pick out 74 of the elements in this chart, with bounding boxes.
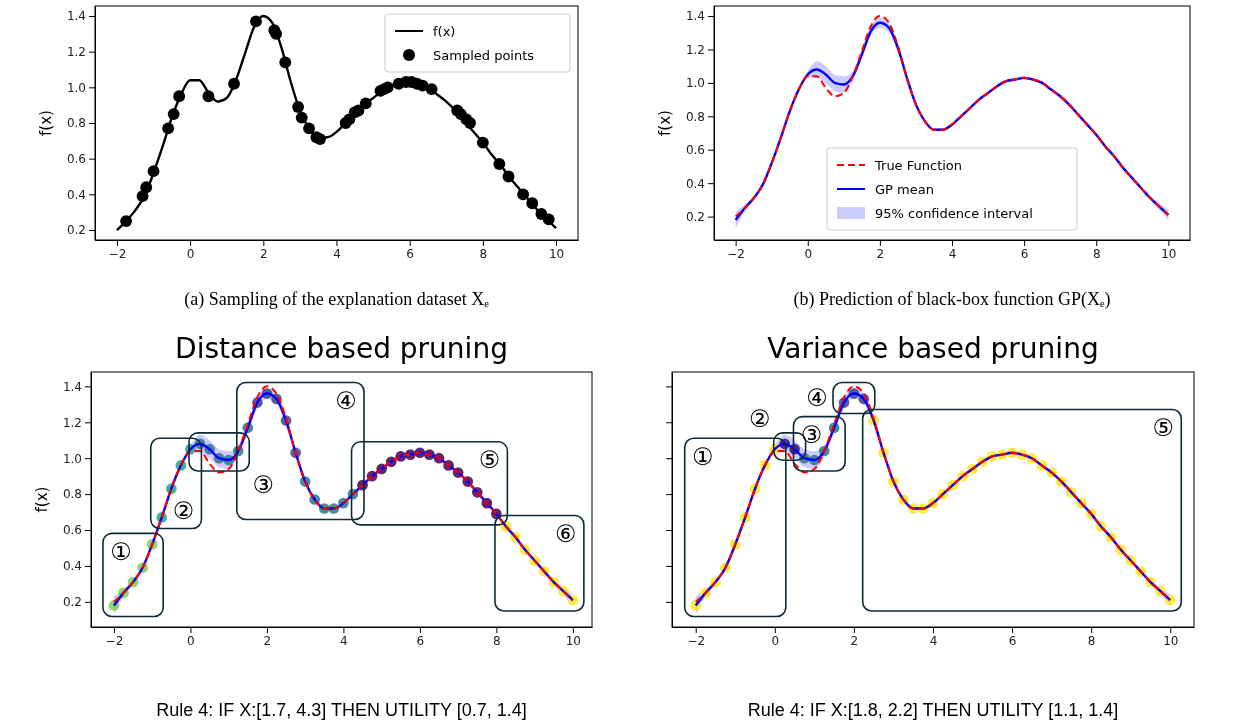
text: (b) Prediction of black-box function GP(Xₑ) <box>793 289 1111 310</box>
y-tick-label: 0.6 <box>66 152 86 167</box>
x-tick-label: 0 <box>771 633 780 648</box>
annotation: ④ <box>335 386 357 415</box>
x-tick-label: 2 <box>263 633 272 648</box>
x-tick-label: 0 <box>804 246 813 261</box>
text: (a) Sampling of the explanation dataset Xₑ <box>184 289 490 310</box>
y-axis-title: f(x) <box>656 110 674 136</box>
legend-label: GP mean <box>875 181 934 197</box>
y-tick-label: 0.8 <box>685 109 705 124</box>
x-tick-label: −2 <box>105 633 124 648</box>
y-tick-label: 0.8 <box>66 116 86 131</box>
x-tick-label: −2 <box>727 246 745 261</box>
annotation: ③ <box>252 471 274 500</box>
annotation: ③ <box>800 421 823 450</box>
legend-label: f(x) <box>433 23 456 39</box>
x-tick-label: 4 <box>948 246 957 261</box>
y-tick-label: 1.4 <box>685 9 705 24</box>
y-tick-label: 1.2 <box>685 42 705 57</box>
y-axis-title: f(x) <box>33 486 51 513</box>
chart-title: Variance based pruning <box>767 332 1099 365</box>
annotation: ① <box>110 537 132 566</box>
annotation: ① <box>691 442 714 471</box>
legend-label: True Function <box>874 157 963 173</box>
x-tick-label: 2 <box>260 246 268 261</box>
x-tick-label: 6 <box>416 633 425 648</box>
annotation: ② <box>748 405 771 434</box>
x-tick-label: 6 <box>1020 246 1029 261</box>
x-tick-label: 4 <box>929 633 938 648</box>
chart-title: Distance based pruning <box>175 332 508 365</box>
y-tick-label: 0.6 <box>685 143 705 158</box>
y-tick-label: 0.4 <box>685 176 705 191</box>
text: Rule 4: IF X:[1.7, 4.3] THEN UTILITY [0.7, 1.4] <box>156 700 527 720</box>
annotation: ⑤ <box>1152 413 1175 442</box>
x-tick-label: 6 <box>406 246 414 261</box>
x-tick-label: 4 <box>340 633 348 648</box>
text: Rule 4: IF X:[1.8, 2.2] THEN UTILITY [1.1, 1.4] <box>747 700 1119 720</box>
x-tick-label: −2 <box>108 246 127 261</box>
x-tick-label: 6 <box>1008 633 1017 648</box>
y-tick-label: 1.2 <box>62 415 82 430</box>
x-tick-label: 10 <box>1161 246 1177 261</box>
y-tick-label: 0.8 <box>62 487 82 502</box>
x-tick-label: 8 <box>1087 633 1096 648</box>
y-tick-label: 0.2 <box>66 223 86 238</box>
x-tick-label: 2 <box>850 633 859 648</box>
y-tick-label: 1.0 <box>66 80 86 95</box>
y-tick-label: 0.2 <box>62 595 82 610</box>
annotation: ② <box>172 496 195 525</box>
x-tick-label: 0 <box>186 246 195 261</box>
y-tick-label: 0.2 <box>685 209 705 224</box>
legend-label: Sampled points <box>433 47 535 63</box>
y-tick-label: 1.4 <box>66 9 86 24</box>
x-tick-label: 10 <box>1163 633 1179 648</box>
annotation: ⑤ <box>478 446 501 475</box>
x-tick-label: 10 <box>565 633 582 648</box>
annotation: ⑥ <box>555 519 577 548</box>
y-tick-label: 0.6 <box>62 523 82 538</box>
y-tick-label: 0.4 <box>62 559 82 574</box>
y-tick-label: 0.4 <box>66 187 86 202</box>
y-tick-label: 1.0 <box>62 451 82 466</box>
x-tick-label: 4 <box>333 246 341 261</box>
x-tick-label: 8 <box>493 633 501 648</box>
annotation: ④ <box>806 384 828 413</box>
x-tick-label: 0 <box>187 633 195 648</box>
y-axis-title: f(x) <box>37 110 55 136</box>
x-tick-label: 8 <box>479 246 488 261</box>
x-tick-label: −2 <box>687 633 706 648</box>
y-tick-label: 1.0 <box>685 76 705 91</box>
x-tick-label: 10 <box>548 246 565 261</box>
annotation: 95% confidence interval <box>875 205 1033 221</box>
x-tick-label: 8 <box>1092 246 1101 261</box>
y-tick-label: 1.4 <box>62 379 82 394</box>
x-tick-label: 2 <box>876 246 885 261</box>
y-tick-label: 1.2 <box>66 45 86 59</box>
